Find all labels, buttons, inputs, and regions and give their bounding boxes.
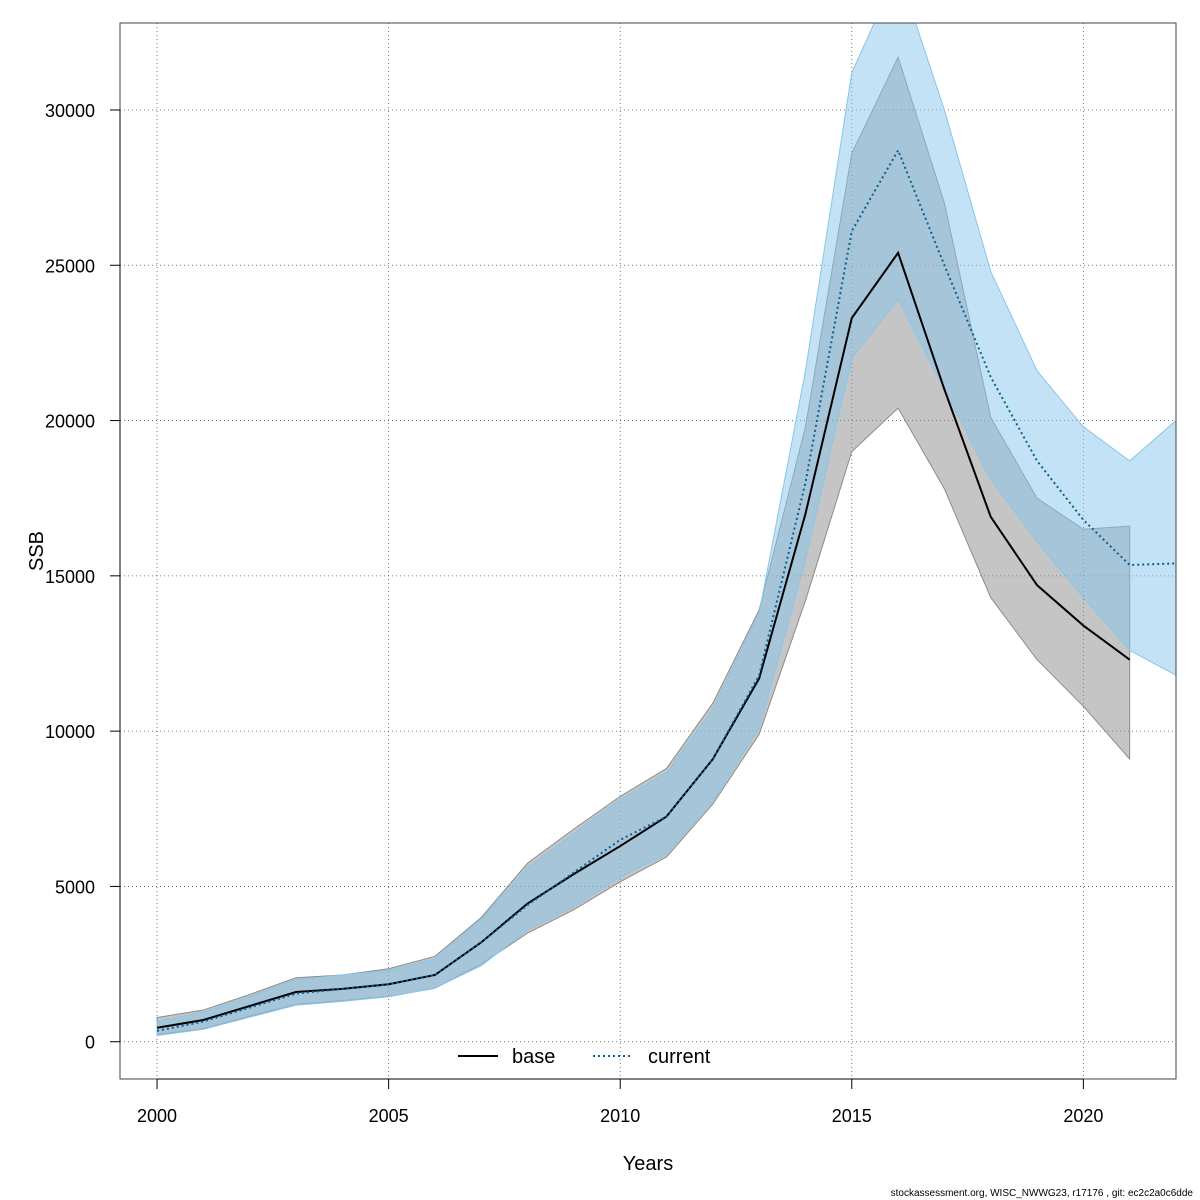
y-tick-label: 0	[85, 1033, 95, 1053]
y-tick-label: 5000	[55, 877, 95, 897]
x-tick-label: 2015	[832, 1106, 872, 1126]
y-tick-label: 20000	[45, 412, 95, 432]
confidence-bands	[156, 23, 1176, 1037]
series-lines	[156, 148, 1176, 1032]
line-current	[156, 148, 1176, 1032]
y-tick-label: 30000	[45, 101, 95, 121]
legend-label-current: current	[648, 1046, 711, 1068]
x-tick-label: 2000	[137, 1106, 177, 1126]
x-tick-label: 2010	[600, 1106, 640, 1126]
line-base	[156, 250, 1131, 1029]
band-base	[156, 55, 1131, 1036]
y-tick-label: 10000	[45, 722, 95, 742]
y-axis-title: SSB	[26, 531, 48, 571]
band-current	[156, 23, 1176, 1037]
x-axis-title: Years	[623, 1153, 673, 1175]
legend-label-base: base	[512, 1046, 555, 1068]
y-axis: 0 5000 10000 15000 20000 25000 30000	[45, 101, 121, 1053]
legend: base current	[458, 1046, 711, 1068]
x-tick-label: 2020	[1063, 1106, 1103, 1126]
x-tick-label: 2005	[369, 1106, 409, 1126]
y-tick-label: 25000	[45, 256, 95, 276]
footer-credit: stockassessment.org, WISC_NWWG23, r17176…	[891, 1188, 1194, 1199]
x-axis: 2000 2005 2010 2015 2020	[137, 1078, 1103, 1126]
y-tick-label: 15000	[45, 567, 95, 587]
